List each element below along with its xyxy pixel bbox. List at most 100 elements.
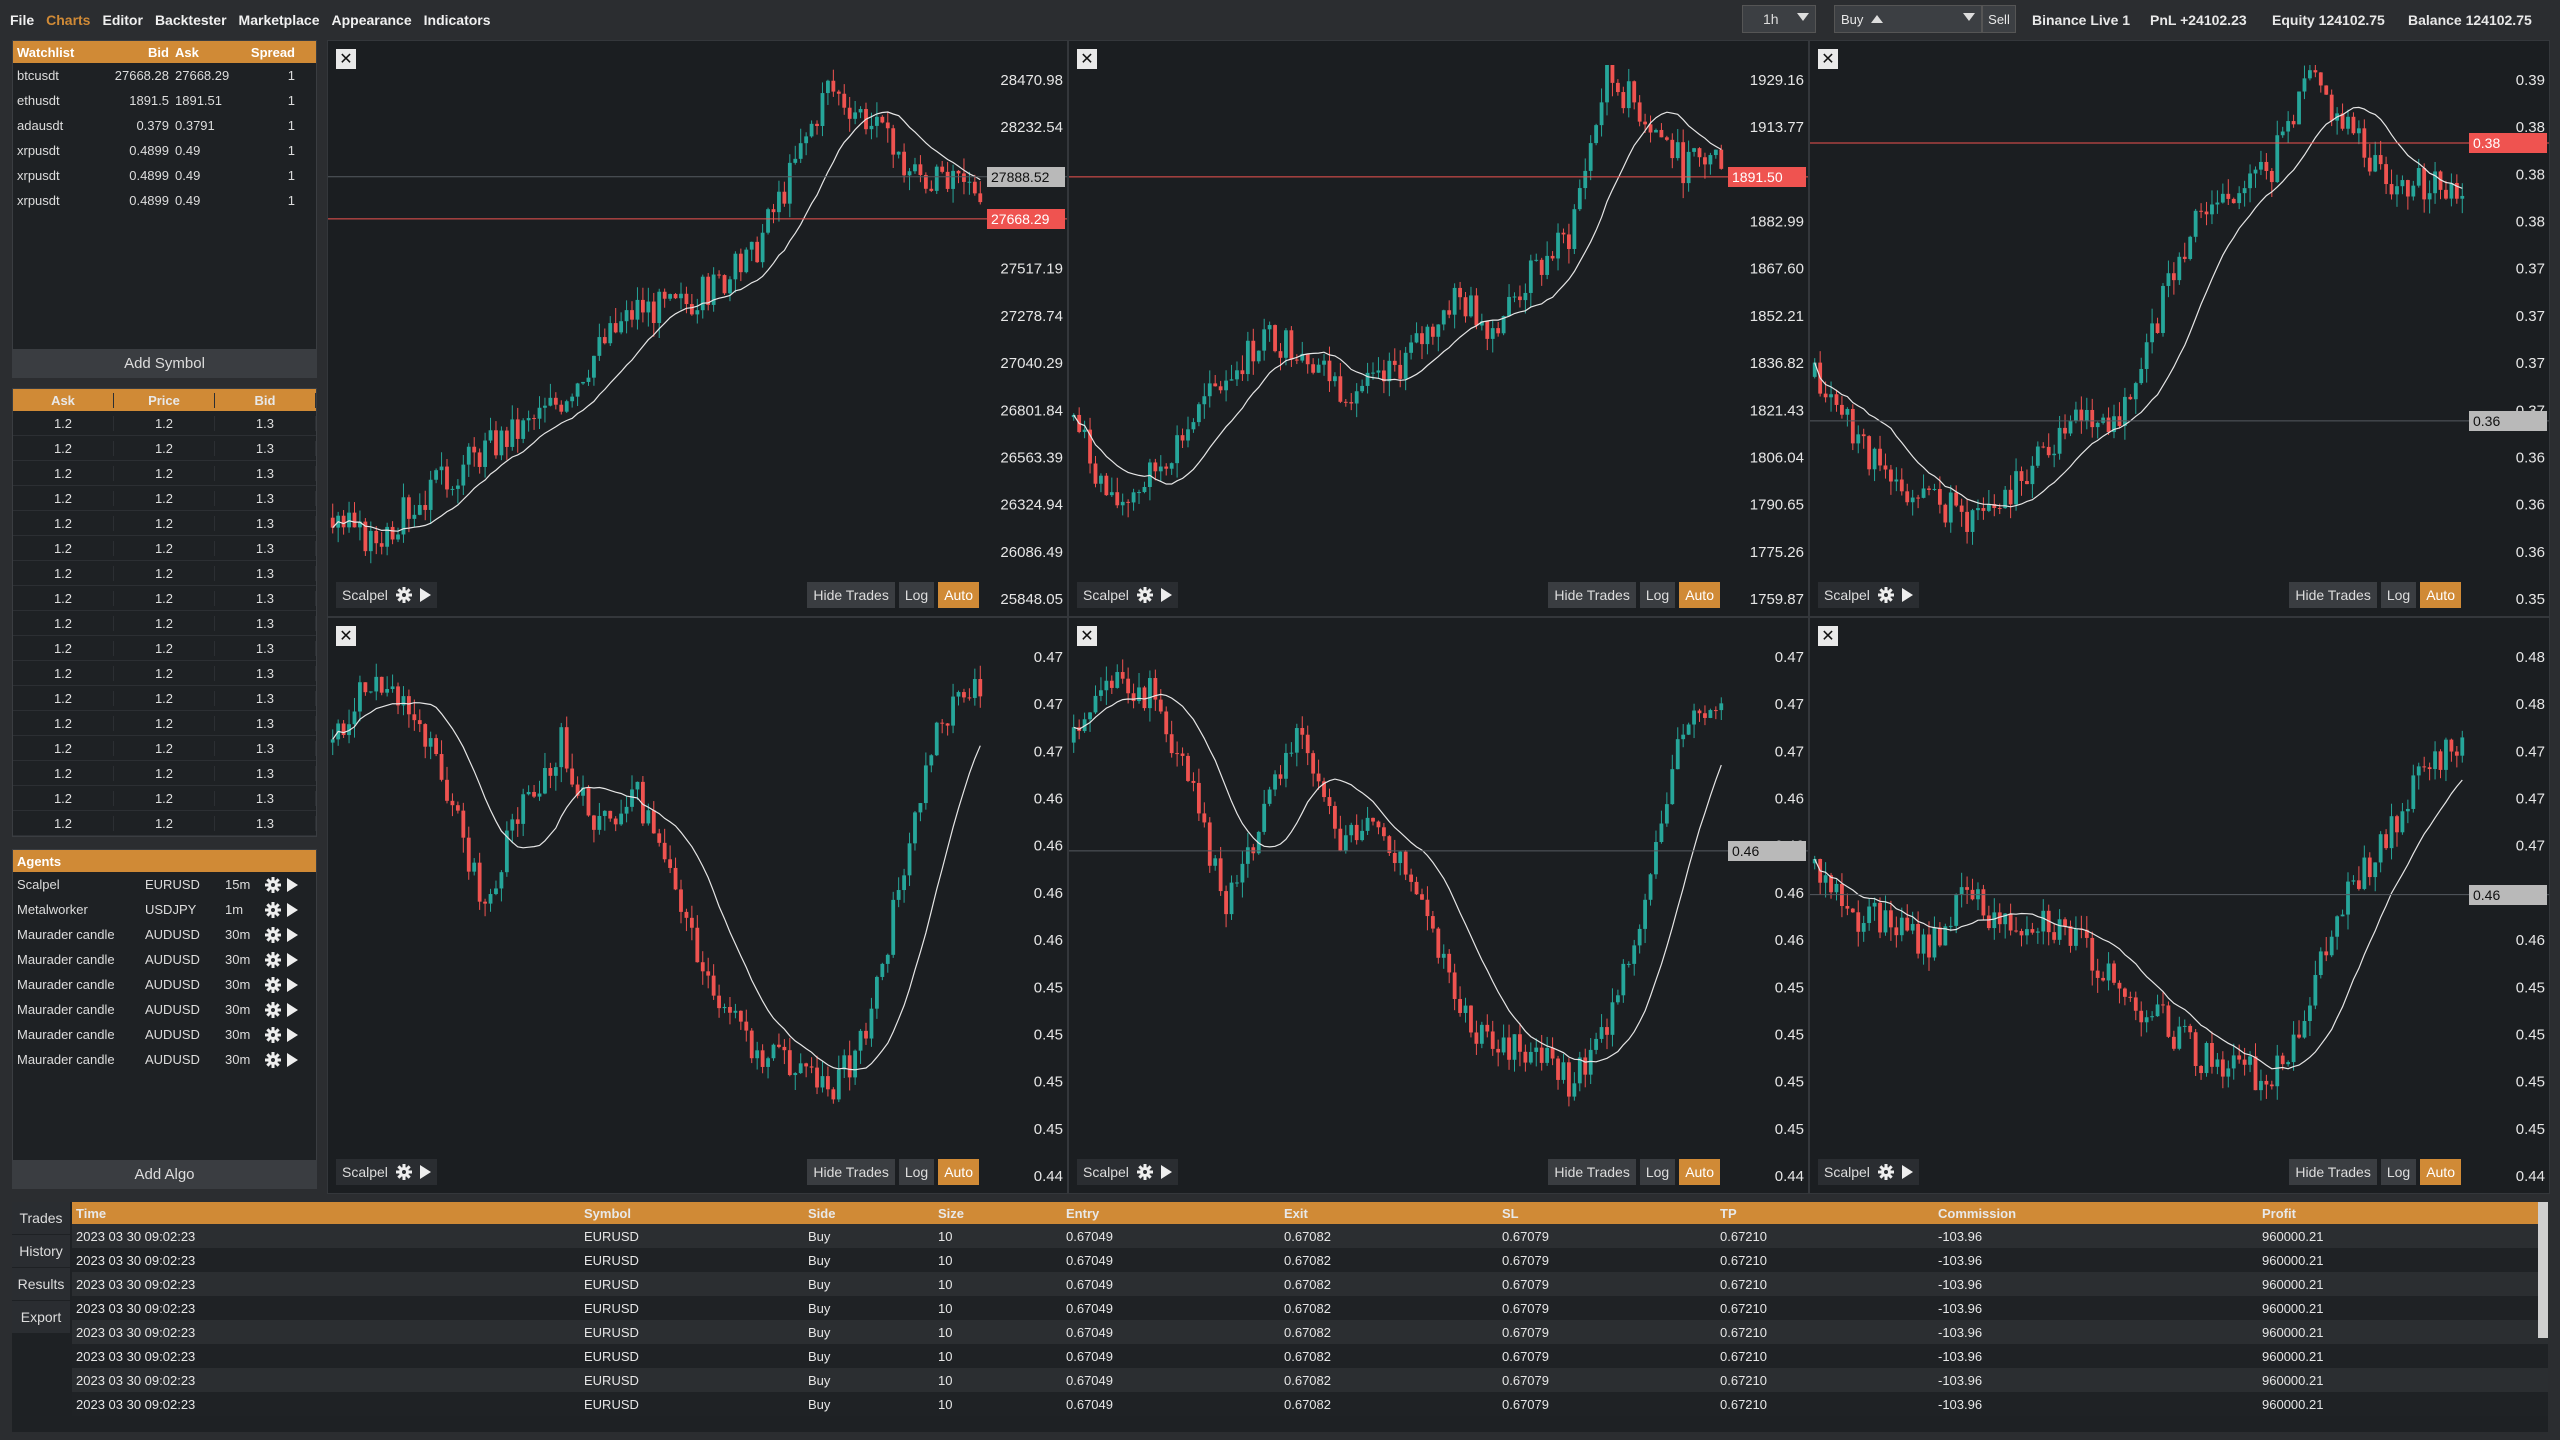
gear-icon[interactable] [1877,587,1894,603]
table-row[interactable]: 2023 03 30 09:02:23 EURUSD Buy 10 0.67049 0.6… [72,1296,2548,1320]
table-row[interactable]: 2023 03 30 09:02:23 EURUSD Buy 10 0.67049 0.6… [72,1272,2548,1296]
chart-algo-name[interactable]: Scalpel [342,587,388,603]
orderbook-row[interactable]: 1.2 1.2 1.3 [13,586,316,611]
chart-algo-name[interactable]: Scalpel [1083,1164,1129,1180]
gear-icon[interactable] [1136,587,1153,603]
orderbook-row[interactable]: 1.2 1.2 1.3 [13,761,316,786]
orderbook-row[interactable]: 1.2 1.2 1.3 [13,786,316,811]
chart-algo-name[interactable]: Scalpel [1824,587,1870,603]
close-chart-button[interactable]: ✕ [1818,626,1838,646]
play-icon[interactable] [1160,588,1172,602]
close-chart-button[interactable]: ✕ [336,49,356,69]
hide-trades-button[interactable]: Hide Trades [807,582,895,608]
agent-row[interactable]: Metalworker USDJPY 1m [13,897,316,922]
order-side-select[interactable]: Buy [1834,5,1982,33]
menu-appearance[interactable]: Appearance [331,12,412,28]
chart-canvas[interactable]: 0.47 0.47 0.47 0.46 0.46 0.46 0.46 0.45 0.45 0.45… [328,618,1068,1194]
table-row[interactable]: 2023 03 30 09:02:23 EURUSD Buy 10 0.67049 0.6… [72,1368,2548,1392]
orderbook-row[interactable]: 1.2 1.2 1.3 [13,636,316,661]
close-chart-button[interactable]: ✕ [1077,626,1097,646]
chart-canvas[interactable]: 0.47 0.47 0.47 0.46 0.46 0.46 0.46 0.45 0.45 0.45… [1069,618,1809,1194]
auto-scale-button[interactable]: Auto [1679,582,1720,608]
timeframe-select[interactable]: 1h [1742,5,1816,33]
log-scale-button[interactable]: Log [898,582,935,608]
trades-col-commission[interactable]: Commission [1938,1205,2017,1221]
menu-editor[interactable]: Editor [102,12,143,28]
trades-col-symbol[interactable]: Symbol [584,1205,631,1221]
gear-icon[interactable] [1136,1164,1153,1180]
play-icon[interactable] [1160,1165,1172,1179]
orderbook-row[interactable]: 1.2 1.2 1.3 [13,661,316,686]
agent-row[interactable]: Maurader candle AUDUSD 30m [13,972,316,997]
log-scale-button[interactable]: Log [1639,1159,1676,1185]
sell-button[interactable]: Sell [1982,5,2016,33]
play-icon[interactable] [287,952,298,967]
play-icon[interactable] [287,902,298,917]
gear-icon[interactable] [265,926,281,943]
trades-col-side[interactable]: Side [808,1205,836,1221]
play-icon[interactable] [287,1002,298,1017]
chart-panel[interactable]: 0.48 0.48 0.47 0.47 0.47 0.46 0.46 0.45 0.45 0.45… [1809,617,2550,1194]
hide-trades-button[interactable]: Hide Trades [2289,582,2377,608]
menu-file[interactable]: File [10,12,35,28]
hide-trades-button[interactable]: Hide Trades [1548,582,1636,608]
chart-canvas[interactable]: 28470.9828232.5427994.0927755.6427517.19… [328,41,1068,617]
hide-trades-button[interactable]: Hide Trades [2289,1159,2377,1185]
play-icon[interactable] [287,877,298,892]
tab-history[interactable]: History [12,1235,70,1268]
orderbook-row[interactable]: 1.2 1.2 1.3 [13,711,316,736]
orderbook-row[interactable]: 1.2 1.2 1.3 [13,561,316,586]
menu-backtester[interactable]: Backtester [154,12,227,28]
chart-canvas[interactable]: 1929.161913.771898.381882.991867.601852.… [1069,41,1809,617]
account-name[interactable]: Binance Live 1 [2032,12,2131,28]
play-icon[interactable] [419,1165,431,1179]
play-icon[interactable] [287,977,298,992]
gear-icon[interactable] [265,1026,281,1043]
log-scale-button[interactable]: Log [2380,1159,2417,1185]
orderbook-row[interactable]: 1.2 1.2 1.3 [13,536,316,561]
trades-col-tp[interactable]: TP [1720,1205,1737,1221]
play-icon[interactable] [287,1052,298,1067]
trades-col-entry[interactable]: Entry [1066,1205,1100,1221]
orderbook-row[interactable]: 1.2 1.2 1.3 [13,461,316,486]
tab-export[interactable]: Export [12,1301,70,1334]
menu-marketplace[interactable]: Marketplace [238,12,320,28]
play-icon[interactable] [287,927,298,942]
chart-canvas[interactable]: 0.48 0.48 0.47 0.47 0.47 0.46 0.46 0.45 0.45 0.45… [1810,618,2550,1194]
hide-trades-button[interactable]: Hide Trades [1548,1159,1636,1185]
log-scale-button[interactable]: Log [2380,582,2417,608]
agent-row[interactable]: Maurader candle AUDUSD 30m [13,997,316,1022]
table-row[interactable]: 2023 03 30 09:02:23 EURUSD Buy 10 0.67049 0.6… [72,1392,2548,1416]
close-chart-button[interactable]: ✕ [336,626,356,646]
watchlist-row[interactable]: btcusdt 27668.28 27668.29 1 [13,63,316,88]
agent-row[interactable]: Maurader candle AUDUSD 30m [13,1022,316,1047]
gear-icon[interactable] [265,901,281,918]
orderbook-row[interactable]: 1.2 1.2 1.3 [13,611,316,636]
trades-col-time[interactable]: Time [76,1205,107,1221]
close-chart-button[interactable]: ✕ [1077,49,1097,69]
chart-panel[interactable]: 0.47 0.47 0.47 0.46 0.46 0.46 0.46 0.45 0.45 0.45… [1068,617,1809,1194]
play-icon[interactable] [1901,1165,1913,1179]
auto-scale-button[interactable]: Auto [938,582,979,608]
play-icon[interactable] [287,1027,298,1042]
gear-icon[interactable] [265,1001,281,1018]
chart-canvas[interactable]: 0.390.380.380.380.370.370.370.370.360.36… [1810,41,2550,617]
auto-scale-button[interactable]: Auto [2420,1159,2461,1185]
orderbook-row[interactable]: 1.2 1.2 1.3 [13,511,316,536]
orderbook-row[interactable]: 1.2 1.2 1.3 [13,411,316,436]
gear-icon[interactable] [265,976,281,993]
agent-row[interactable]: Scalpel EURUSD 15m [13,872,316,897]
trades-col-profit[interactable]: Profit [2262,1205,2296,1221]
play-icon[interactable] [1901,588,1913,602]
chart-panel[interactable]: 1929.161913.771898.381882.991867.601852.… [1068,40,1809,617]
orderbook-row[interactable]: 1.2 1.2 1.3 [13,736,316,761]
add-algo-button[interactable]: Add Algo [13,1160,316,1188]
auto-scale-button[interactable]: Auto [1679,1159,1720,1185]
log-scale-button[interactable]: Log [898,1159,935,1185]
gear-icon[interactable] [395,587,412,603]
watchlist-row[interactable]: xrpusdt 0.4899 0.49 1 [13,163,316,188]
chart-algo-name[interactable]: Scalpel [1824,1164,1870,1180]
watchlist-row[interactable]: xrpusdt 0.4899 0.49 1 [13,188,316,213]
trades-col-sl[interactable]: SL [1502,1205,1519,1221]
auto-scale-button[interactable]: Auto [2420,582,2461,608]
